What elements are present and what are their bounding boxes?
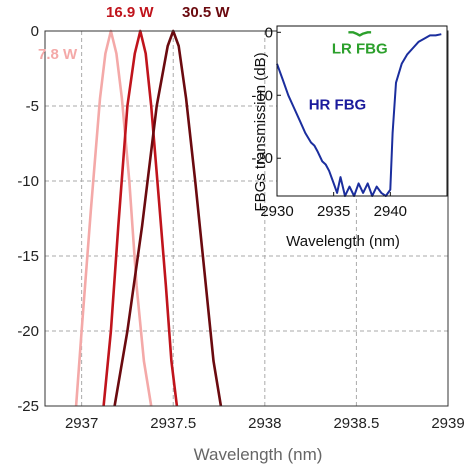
main-x-tick-label: 2939 — [431, 415, 464, 432]
main-y-tick-label: -25 — [17, 398, 39, 415]
main-y-tick-label: 0 — [31, 23, 39, 40]
inset-background — [277, 26, 447, 196]
main-x-tick-label: 2937.5 — [150, 415, 196, 432]
inset-x-tick-label: 2935 — [317, 203, 350, 220]
main-x-tick-label: 2937 — [65, 415, 98, 432]
inset-chart: 2930 2935 2940 0 -10 -20 Wavelength (nm) FBGs… — [251, 24, 448, 250]
main-y-tick-label: -20 — [17, 323, 39, 340]
main-plot-frame — [44, 30, 449, 407]
inset-plot-frame — [276, 25, 448, 197]
series-label-7-8w: 7.8 W — [38, 46, 78, 63]
main-series-line-0 — [74, 29, 153, 407]
main-series-line-1 — [102, 29, 179, 407]
main-series-line-2 — [113, 29, 223, 407]
series-label-16-9w: 16.9 W — [106, 4, 154, 21]
main-y-tick-label: -15 — [17, 248, 39, 265]
main-y-tick-label: -5 — [26, 98, 39, 115]
inset-y-tick-label: 0 — [265, 24, 273, 41]
inset-tick-labels: 2930 2935 2940 0 -10 -20 — [251, 24, 407, 220]
main-y-tick-label: -10 — [17, 173, 39, 190]
inset-y-tick-label: -20 — [251, 150, 273, 167]
main-tick-labels: 2937 2937.5 2938 2938.5 2939 0 -5 -10 -15 -20 -25 — [17, 23, 464, 432]
inset-annotation-lr-fbg: LR FBG — [332, 41, 388, 58]
main-x-tick-label: 2938.5 — [333, 415, 379, 432]
inset-x-tick-label: 2940 — [374, 203, 407, 220]
inset-series-group — [276, 31, 442, 197]
main-x-axis-label: Wavelength (nm) — [194, 445, 323, 464]
inset-series-line-0 — [276, 33, 442, 197]
main-x-tick-label: 2938 — [248, 415, 281, 432]
inset-x-tick-label: 2930 — [260, 203, 293, 220]
inset-annotation-hr-fbg: HR FBG — [309, 97, 367, 114]
inset-series-line-1 — [348, 31, 372, 37]
main-series-group — [74, 29, 223, 407]
inset-y-tick-label: -10 — [251, 87, 273, 104]
series-label-30-5w: 30.5 W — [182, 4, 230, 21]
inset-x-axis-label: Wavelength (nm) — [286, 233, 400, 250]
inset-y-axis-label: FBGs transmission (dB) — [252, 52, 269, 211]
